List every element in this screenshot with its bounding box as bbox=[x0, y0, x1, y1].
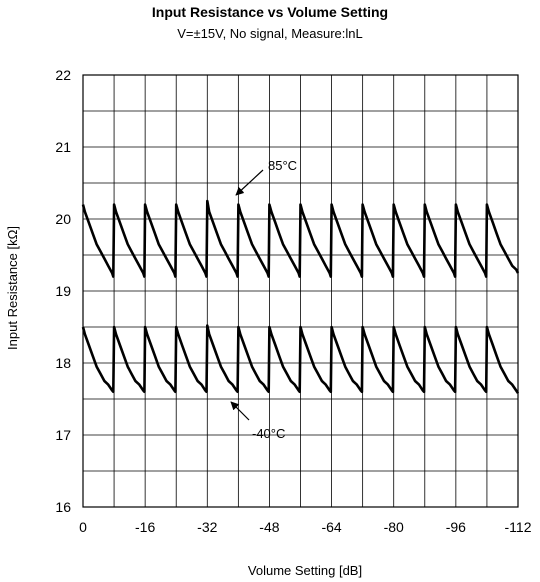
x-axis-label: Volume Setting [dB] bbox=[248, 563, 362, 578]
annotation-arrow-85c bbox=[235, 169, 264, 196]
plot-frame bbox=[82, 74, 519, 508]
x-tick-label: -96 bbox=[446, 519, 466, 535]
y-tick-label: 16 bbox=[55, 499, 71, 515]
y-tick-label: 21 bbox=[55, 139, 71, 155]
series-line-0 bbox=[81, 199, 520, 278]
series-line-1 bbox=[81, 324, 520, 394]
y-tick-labels: 16 17 18 19 20 21 22 bbox=[55, 67, 71, 515]
x-tick-label: -16 bbox=[135, 519, 155, 535]
annotation-arrow-minus40c bbox=[230, 401, 250, 421]
y-tick-label: 20 bbox=[55, 211, 71, 227]
x-tick-label: 0 bbox=[79, 519, 87, 535]
y-tick-label: 19 bbox=[55, 283, 71, 299]
grid bbox=[82, 74, 519, 508]
annotations: 85°C -40°C bbox=[230, 158, 297, 441]
chart-title: Input Resistance vs Volume Setting bbox=[152, 4, 388, 20]
x-tick-label: -80 bbox=[384, 519, 404, 535]
x-tick-label: -48 bbox=[259, 519, 279, 535]
chart-subtitle: V=±15V, No signal, Measure:lnL bbox=[177, 26, 363, 41]
annotation-minus40c: -40°C bbox=[252, 426, 285, 441]
x-tick-labels: 0 -16 -32 -48 -64 -80 -96 -112 bbox=[79, 519, 532, 535]
x-tick-label: -112 bbox=[505, 519, 532, 535]
series-group bbox=[81, 199, 520, 394]
x-tick-label: -64 bbox=[321, 519, 341, 535]
y-tick-label: 17 bbox=[55, 427, 71, 443]
annotation-85c: 85°C bbox=[268, 158, 297, 173]
y-tick-label: 22 bbox=[55, 67, 71, 83]
y-axis-label: Input Resistance [kΩ] bbox=[5, 226, 20, 350]
y-tick-label: 18 bbox=[55, 355, 71, 371]
x-tick-label: -32 bbox=[197, 519, 217, 535]
